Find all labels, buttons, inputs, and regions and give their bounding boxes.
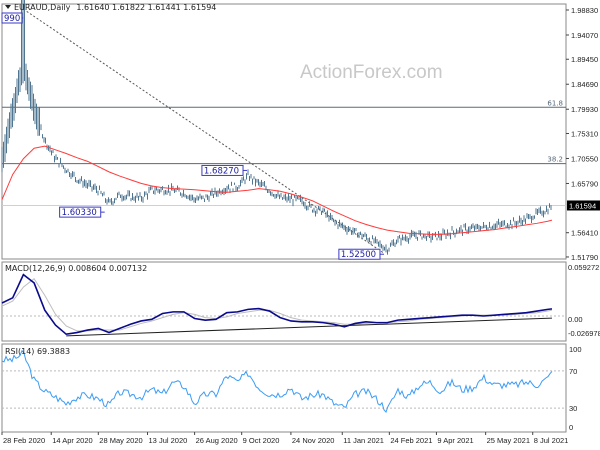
fib-label: 38.2 (547, 156, 563, 164)
trendline (23, 8, 385, 254)
symbol-title: EURAUD,Daily 1.61640 1.61822 1.61441 1.61… (14, 3, 216, 12)
axes-layer: 1.98830 1.94070 1.89450 1.84690 1.79930 1.753… (1, 6, 600, 445)
date-tick-label: 13 Jul 2020 (149, 436, 188, 445)
rsi-line (1, 349, 553, 413)
annotation-label: 990 (4, 14, 20, 24)
macd-trendline (66, 317, 552, 337)
rsi-tick-label: 70 (569, 367, 577, 376)
macd-pane (1, 261, 567, 342)
macd-tick-label: 0.059272 (568, 263, 599, 272)
price-pane (1, 3, 567, 260)
date-tick-label: 28 May 2020 (99, 436, 142, 445)
annotation-box (338, 248, 381, 260)
rsi-tick-label: 0 (569, 423, 573, 432)
rsi-layer (1, 349, 566, 413)
date-tick-label: 24 Nov 2020 (292, 436, 335, 445)
rsi-pane (1, 343, 567, 433)
macd-tick-label: 0.00 (568, 315, 583, 324)
moving-average-line (1, 145, 553, 235)
macd-tick-label: -0.026978 (568, 329, 600, 338)
date-tick-label: 14 Apr 2020 (52, 436, 92, 445)
annotation-box (1, 12, 23, 24)
price-tick-label: 1.70550 (571, 154, 598, 163)
price-tick-label: 1.65790 (571, 179, 598, 188)
price-tick-label: 1.84690 (571, 80, 598, 89)
price-tick-label: 1.51790 (571, 253, 598, 262)
fib-label: 61.8 (547, 99, 563, 107)
date-tick-label: 26 Aug 2020 (196, 436, 238, 445)
price-tick-label: 1.56410 (571, 229, 598, 238)
date-tick-label: 25 May 2021 (487, 436, 530, 445)
rsi-tick-label: 30 (569, 404, 577, 413)
collapse-triangle-icon[interactable] (5, 5, 11, 9)
rsi-title: RSI(14) 69.3883 (5, 347, 70, 356)
last-price-badge (567, 200, 600, 211)
watermark: ActionForex.com (300, 62, 443, 83)
annotation-label: 1.60330 (62, 208, 97, 218)
annotation-box (59, 206, 102, 218)
price-tick-label: 1.98830 (571, 6, 598, 15)
date-tick-label: 11 Jan 2021 (343, 436, 384, 445)
macd-line (1, 273, 553, 336)
rsi-tick-label: 100 (569, 345, 582, 354)
annotation-box (201, 164, 244, 176)
price-tick-label: 1.89450 (571, 55, 598, 64)
last-price-label: 1.61594 (569, 201, 596, 210)
date-tick-label: 8 Jul 2021 (534, 436, 569, 445)
macd-title: MACD(12,26,9) 0.008604 0.007132 (5, 264, 147, 273)
annotation-label: 1.52500 (341, 250, 376, 260)
macd-layer (1, 273, 566, 337)
price-layer: 61.8 38.2 990 1.60330 1.68270 1.52500 (1, 0, 566, 260)
price-tick-label: 1.94070 (571, 31, 598, 40)
date-tick-label: 24 Feb 2021 (390, 436, 432, 445)
price-tick-label: 1.75310 (571, 129, 598, 138)
date-tick-label: 9 Oct 2020 (243, 436, 280, 445)
price-tick-label: 1.79930 (571, 105, 598, 114)
date-tick-label: 9 Apr 2021 (437, 436, 473, 445)
annotation-label: 1.68270 (204, 166, 239, 176)
date-tick-label: 28 Feb 2020 (3, 436, 45, 445)
